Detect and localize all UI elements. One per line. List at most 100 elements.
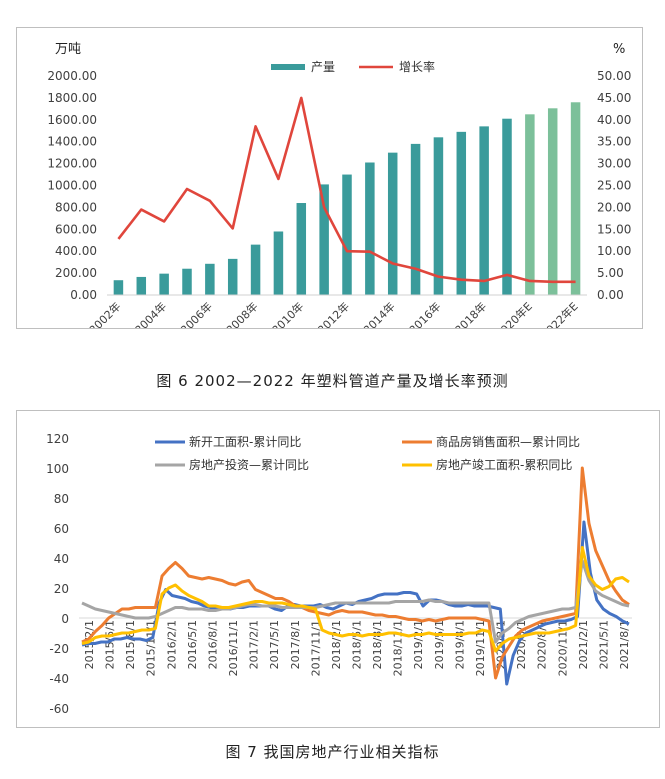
production-chart-panel: 万吨% 0.00 200.00 400.00 600.00 800.00 1000.00 12… <box>16 27 643 329</box>
production-chart: 万吨 % 0.00 200.00 400.00 600.00 800.00 1000.00 12… <box>47 42 631 328</box>
production-bar <box>570 102 581 295</box>
series-line-3 <box>81 546 630 653</box>
figure-7-caption: 图 7 我国房地产行业相关指标 <box>225 743 440 761</box>
production-bar <box>182 268 192 295</box>
production-bar <box>410 143 421 295</box>
y-right-tick-label: 35.00 <box>597 135 631 149</box>
y-tick-label: 120 <box>46 432 69 446</box>
x-tick-label: 2016/11/1 <box>227 620 240 676</box>
y-right-tick-label: 25.00 <box>597 179 631 193</box>
y-right-tick-label: 20.00 <box>597 200 631 214</box>
x-tick-label: 2018/5/1 <box>351 620 364 669</box>
x-tick-label: 2016/8/1 <box>206 620 219 669</box>
production-bar <box>365 162 375 295</box>
production-bar <box>319 184 329 295</box>
x-tick-label: 2002年 <box>86 299 123 328</box>
y-left-tick-label: 400.00 <box>55 244 97 258</box>
y-tick-label: 60 <box>54 522 69 536</box>
x-tick-label: 2019/8/1 <box>453 620 466 669</box>
legend-label-3: 房地产竣工面积-累积同比 <box>436 457 572 472</box>
x-tick-label: 2017/5/1 <box>268 620 281 669</box>
production-bar <box>456 131 467 295</box>
legend-label-growth: 增长率 <box>399 59 435 74</box>
x-tick-label: 2018/11/1 <box>392 620 405 676</box>
legend-swatch-production <box>271 64 305 70</box>
x-tick-label: 2021/2/1 <box>577 620 590 669</box>
production-bar <box>136 276 147 295</box>
x-tick-label: 2008年 <box>223 299 260 328</box>
x-tick-label: 2021/5/1 <box>597 620 610 669</box>
x-tick-label: 2017/11/1 <box>309 620 322 676</box>
x-tick-label: 2004年 <box>132 299 169 328</box>
legend-label-1: 商品房销售面积—累计同比 <box>436 434 580 449</box>
y-left-tick-label: 0.00 <box>70 288 97 302</box>
x-tick-label: 2010年 <box>269 299 306 328</box>
x-tick-label: 2019/11/1 <box>474 620 487 676</box>
y-right-tick-label: 45.00 <box>597 91 631 105</box>
y-tick-label: 40 <box>54 552 69 566</box>
series-line-1 <box>81 466 630 680</box>
production-bar <box>113 280 124 295</box>
y-left-tick-label: 800.00 <box>55 200 97 214</box>
y-left-tick-label: 200.00 <box>55 266 97 280</box>
x-tick-label: 2016/2/1 <box>165 620 178 669</box>
y-left-tick-label: 1800.00 <box>47 91 97 105</box>
legend-label-2: 房地产投资—累计同比 <box>189 457 309 472</box>
x-tick-label: 2019/5/1 <box>433 620 446 669</box>
x-tick-label: 2019/2/1 <box>412 620 425 669</box>
x-tick-label: 2017/2/1 <box>248 620 261 669</box>
y-right-tick-label: 5.00 <box>597 266 624 280</box>
y-right-tick-label: 50.00 <box>597 69 631 83</box>
y-tick-label: 0 <box>61 612 69 626</box>
x-tick-label: 2022年E <box>538 299 580 328</box>
y-tick-label: 80 <box>54 492 69 506</box>
production-bar <box>547 108 558 296</box>
series-line-2 <box>81 559 630 644</box>
y-right-tick-label: 15.00 <box>597 222 631 236</box>
x-tick-label: 2020年E <box>493 299 535 328</box>
production-bar <box>205 263 215 295</box>
y-right-tick-label: 10.00 <box>597 244 631 258</box>
x-tick-label: 2020/11/1 <box>556 620 569 676</box>
production-bar <box>387 152 398 295</box>
production-bar <box>250 244 261 295</box>
figure-6-caption: 图 6 2002—2022 年塑料管道产量及增长率预测 <box>156 372 509 390</box>
production-bar <box>342 174 352 295</box>
y-left-tick-label: 600.00 <box>55 222 97 236</box>
x-tick-label: 2015/8/1 <box>124 620 137 669</box>
x-tick-label: 2018/2/1 <box>330 620 343 669</box>
y-tick-label: -20 <box>49 642 69 656</box>
production-bar <box>273 231 284 295</box>
y-left-tick-label: 2000.00 <box>47 69 97 83</box>
x-tick-label: 2014年 <box>360 299 397 328</box>
legend-label-production: 产量 <box>311 60 335 74</box>
x-tick-label: 2016年 <box>406 299 443 328</box>
y-left-tick-label: 1600.00 <box>47 113 97 127</box>
y-tick-label: -40 <box>49 672 69 686</box>
y-left-tick-label: 1000.00 <box>47 179 97 193</box>
x-tick-label: 2006年 <box>178 299 215 328</box>
right-axis-unit: % <box>613 42 625 57</box>
y-left-tick-label: 1400.00 <box>47 135 97 149</box>
x-tick-label: 2017/8/1 <box>289 620 302 669</box>
x-tick-label: 2018/8/1 <box>371 620 384 669</box>
x-tick-label: 2012年 <box>315 299 352 328</box>
production-bar <box>525 114 535 295</box>
left-axis-unit: 万吨 <box>55 42 81 57</box>
x-tick-label: 2018年 <box>452 299 489 328</box>
production-bar <box>159 273 169 295</box>
y-tick-label: 20 <box>54 582 69 596</box>
y-right-tick-label: 0.00 <box>597 288 624 302</box>
growth-rate-line <box>117 96 576 284</box>
production-bar <box>479 126 489 296</box>
y-right-tick-label: 40.00 <box>597 113 631 127</box>
y-left-tick-label: 1200.00 <box>47 157 97 171</box>
x-tick-label: 2015/5/1 <box>104 620 117 669</box>
production-bar <box>296 203 307 295</box>
legend-label-0: 新开工面积-累计同比 <box>189 434 301 449</box>
real-estate-chart-panel: -60 -40 -20 0 20 40 60 80 100 120 2015/2/1 2015/5/1… <box>16 410 660 728</box>
x-tick-label: 2021/8/1 <box>618 620 631 669</box>
production-bar <box>502 118 512 295</box>
x-tick-label: 2016/5/1 <box>186 620 199 669</box>
